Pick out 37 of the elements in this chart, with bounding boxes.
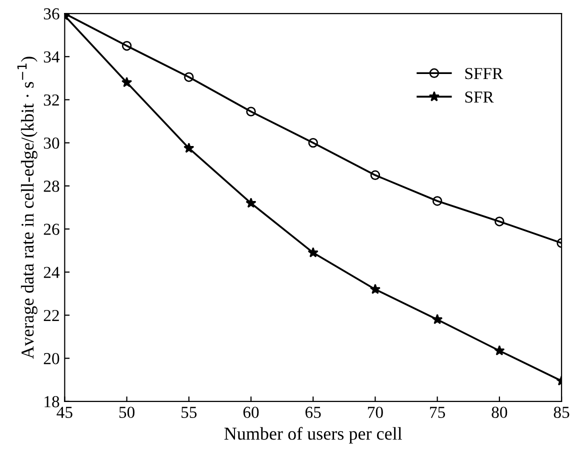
legend-label: SFFR — [465, 68, 504, 80]
x-tick-label: 70 — [368, 406, 383, 418]
point — [246, 106, 256, 116]
legend-label: SFR — [465, 91, 494, 103]
x-tick-label: 85 — [554, 406, 570, 418]
y-tick-label: 34 — [44, 51, 60, 63]
point — [121, 76, 132, 88]
point — [432, 314, 443, 324]
point — [308, 138, 318, 148]
y-tick-label: 20 — [44, 352, 60, 364]
y-tick-label: 30 — [44, 138, 60, 149]
x-tick-label: 80 — [492, 406, 508, 418]
point — [432, 196, 442, 206]
point — [370, 170, 380, 180]
y-tick-label: 36 — [44, 8, 60, 20]
point — [184, 142, 194, 153]
y-tick-label: 18 — [44, 396, 60, 408]
point — [370, 284, 381, 294]
y-tick-label: 28 — [44, 180, 60, 192]
x-axis-title: Number of users per cell — [224, 426, 402, 444]
point — [308, 247, 318, 258]
point — [122, 40, 132, 51]
point — [494, 216, 504, 226]
x-tick-label: 50 — [119, 406, 134, 418]
x-tick-label: 60 — [243, 406, 259, 418]
y-axis-title: Average data rate in cell-edge/(kbit · s$^{−1}$) — [17, 56, 38, 359]
y-tick-label: 26 — [44, 224, 60, 235]
x-tick-label: 45 — [56, 406, 72, 418]
point — [246, 198, 256, 208]
x-tick-label: 75 — [430, 406, 446, 418]
point — [494, 345, 505, 356]
y-tick-label: 22 — [44, 310, 59, 321]
y-tick-label: 24 — [44, 266, 60, 278]
y-tick-label: 32 — [44, 94, 59, 106]
x-tick-label: 55 — [182, 406, 197, 418]
point — [184, 72, 194, 82]
x-tick-label: 65 — [305, 406, 321, 418]
